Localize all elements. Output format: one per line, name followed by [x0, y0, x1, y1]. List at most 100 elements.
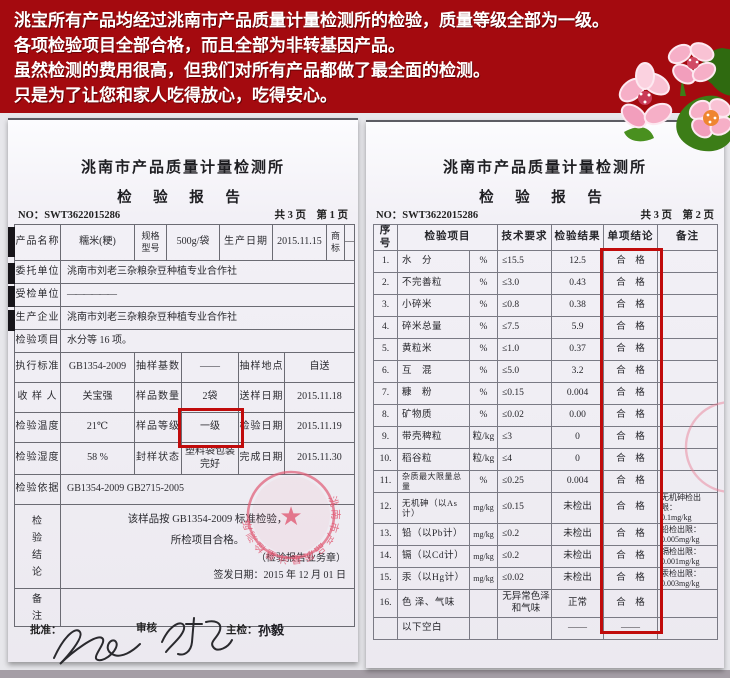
row-conclusion: 合 格 — [603, 272, 658, 296]
row-result: 0.004 — [551, 470, 604, 494]
spec-value: 500g/袋 — [167, 225, 220, 261]
row-req: ≤0.8 — [497, 294, 552, 318]
table-row: 15. 汞（以Hg计） mg/kg ≤0.02 未检出合 格汞检出限： 0.003mg/… — [373, 567, 718, 591]
table-row: 8. 矿物质% ≤0.02 0.00 合 格 — [373, 404, 718, 428]
row-unit — [469, 589, 498, 619]
page1-report-title: 检 验 报 告 — [117, 190, 249, 206]
row-req: ≤0.02 — [497, 567, 552, 591]
row-conclusion: 合 格 — [603, 382, 658, 406]
row-conclusion: 合 格 — [603, 545, 658, 569]
row-item: 矿物质 — [397, 404, 470, 428]
col-item: 检验项目 — [397, 223, 498, 252]
row-no: 1. — [373, 250, 398, 274]
row-result: —— — [551, 617, 604, 641]
row-result: 0 — [551, 448, 604, 472]
row-result: 0.43 — [551, 272, 604, 296]
approval-signature — [53, 629, 141, 665]
row-no: 5. — [373, 338, 398, 362]
temp-label: 检验温度 — [15, 413, 61, 443]
table-row: 10. 稻谷粒 粒/kg ≤4 0 合 格 — [373, 448, 718, 472]
finish-date-label: 完成日期 — [239, 443, 285, 475]
row-remark — [657, 617, 718, 641]
row-unit: % — [469, 382, 498, 406]
row-req: 无异常色泽 和气味 — [497, 589, 552, 619]
test-items-label: 检验项目 — [15, 330, 61, 353]
row-result: 5.9 — [551, 316, 604, 340]
row-req: ≤0.2 — [497, 545, 552, 569]
row-req: ≤0.15 — [497, 492, 552, 525]
row-result: 未检出 — [551, 492, 604, 525]
sample-qty-label: 样品数量 — [135, 383, 182, 413]
row-conclusion: 合 格 — [603, 448, 658, 472]
row-no: 10. — [373, 448, 398, 472]
flower-decoration-icon — [618, 42, 730, 152]
row-conclusion: 合 格 — [603, 589, 658, 619]
row-item: 不完善粒 — [397, 272, 470, 296]
page2-report-no: NO：SWT3622015286 — [376, 210, 479, 221]
row-req: ≤0.02 — [497, 404, 552, 428]
receiver-value: 关宝强 — [61, 383, 135, 413]
row-item: 互 混 — [397, 360, 470, 384]
remark-cell — [61, 589, 355, 627]
row-remark — [657, 250, 718, 274]
row-unit: 粒/kg — [469, 448, 498, 472]
brand-label: 商 标 — [327, 225, 345, 261]
row-no: 14. — [373, 545, 398, 569]
row-unit: 粒/kg — [469, 426, 498, 450]
row-remark — [657, 382, 718, 406]
row-remark — [657, 426, 718, 450]
row-no: 2. — [373, 272, 398, 296]
row-req: ≤3 — [497, 426, 552, 450]
row-item: 碎米总量 — [397, 316, 470, 340]
row-no — [373, 617, 398, 641]
sample-base-label: 抽样基数 — [135, 353, 182, 383]
review-label: 审核 — [136, 623, 157, 634]
row-unit: % — [469, 250, 498, 274]
row-remark — [657, 470, 718, 494]
row-result: 0.00 — [551, 404, 604, 428]
row-unit: mg/kg — [469, 567, 498, 591]
row-result: 未检出 — [551, 545, 604, 569]
table-row: 4. 碎米总量% ≤7.5 5.9 合 格 — [373, 316, 718, 340]
conclusion-seal-note: （检验报告业务章） — [256, 553, 346, 565]
row-no: 6. — [373, 360, 398, 384]
table-row: 7. 糠 粉% ≤0.15 0.004 合 格 — [373, 382, 718, 406]
row-unit: % — [469, 404, 498, 428]
row-unit: % — [469, 360, 498, 384]
row-remark: 镉检出限： 0.001mg/kg — [657, 545, 718, 569]
row-no: 8. — [373, 404, 398, 428]
table-row: 16. 色 泽、气味 无异常色泽 和气味 正常合 格 — [373, 589, 718, 619]
conclusion-label: 检 验 结 论 — [15, 505, 61, 589]
row-conclusion: 合 格 — [603, 404, 658, 428]
conclusion-line-1: 该样品按 GB1354-2009 标准检验， — [127, 513, 288, 525]
row-item: 糠 粉 — [397, 382, 470, 406]
row-conclusion: 合 格 — [603, 338, 658, 362]
table-row-below-blank: 以下空白 —— —— — [373, 617, 718, 641]
row-item: 镉（以Cd计） — [397, 545, 470, 569]
test-date-label: 检验日期 — [239, 413, 285, 443]
flower-top — [667, 42, 717, 85]
table-row: 13. 铅（以Pb计） mg/kg ≤0.2 未检出合 格铅检出限： 0.005mg/k… — [373, 523, 718, 547]
row-remark: 汞检出限： 0.003mg/kg — [657, 567, 718, 591]
table-row: 11. 杂质最大限量总量% ≤0.25 0.004 合 格 — [373, 470, 718, 494]
row-item: 无机砷（以As计） — [397, 492, 470, 525]
remark-label: 备 注 — [15, 589, 61, 627]
row-result: 0.004 — [551, 382, 604, 406]
row-req: ≤15.5 — [497, 250, 552, 274]
row-unit: mg/kg — [469, 523, 498, 547]
row-item: 小碎米 — [397, 294, 470, 318]
page1-title: 洮南市产品质量计量检测所 — [80, 160, 285, 176]
row-remark — [657, 338, 718, 362]
inspection-report-page2: 洮南市产品质量计量检测所 检 验 报 告 NO：SWT3622015286 共 … — [366, 120, 724, 668]
row-remark — [657, 272, 718, 296]
client-label: 委托单位 — [15, 261, 61, 284]
row-result: 未检出 — [551, 567, 604, 591]
spec-label: 规格 型号 — [135, 225, 167, 261]
temp-value: 21℃ — [61, 413, 135, 443]
basis-value: GB1354-2009 GB2715-2005 — [61, 475, 355, 505]
row-req: ≤7.5 — [497, 316, 552, 340]
col-no: 序号 — [373, 223, 398, 252]
image-bottom-edge — [0, 670, 730, 678]
row-no: 7. — [373, 382, 398, 406]
table-row: 12. 无机砷（以As计） mg/kg ≤0.15 未检出合 格无机砷检出限： 0.1m… — [373, 492, 718, 525]
